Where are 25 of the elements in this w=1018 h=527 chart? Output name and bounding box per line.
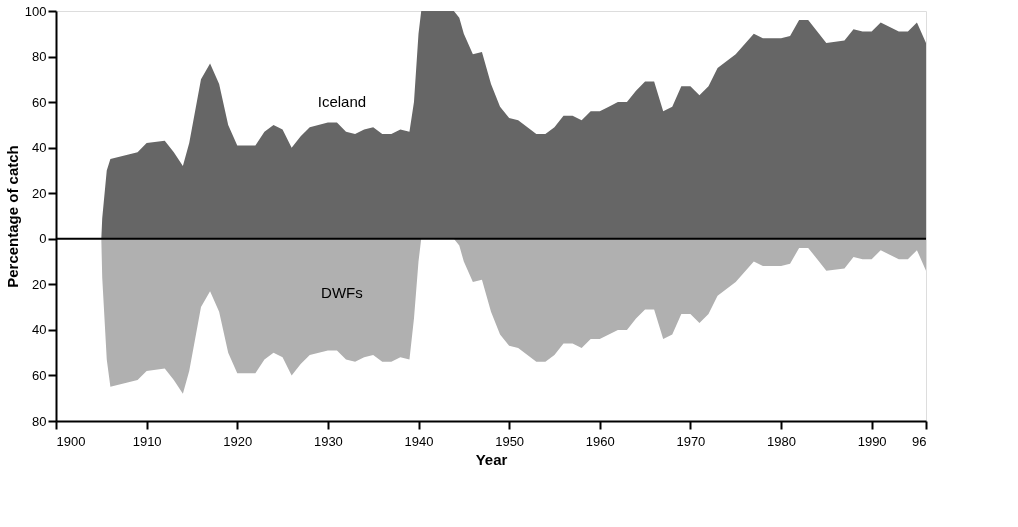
x-tick-label: 96 bbox=[912, 433, 927, 449]
x-tick-label: 1950 bbox=[495, 433, 525, 449]
x-axis-title: Year bbox=[475, 450, 508, 468]
x-tick-label: 1990 bbox=[857, 433, 887, 449]
x-tick-label: 1900 bbox=[56, 433, 86, 449]
series-label: Iceland bbox=[317, 93, 367, 111]
y-tick-label: 40 bbox=[32, 140, 47, 156]
y-tick-label: 60 bbox=[32, 94, 47, 110]
y-tick-label: 80 bbox=[32, 49, 47, 65]
x-tick-label: 1970 bbox=[676, 433, 706, 449]
y-tick-label: 20 bbox=[32, 276, 47, 292]
y-tick-label: 80 bbox=[32, 413, 47, 429]
x-tick-label: 1930 bbox=[313, 433, 343, 449]
y-tick-label: 20 bbox=[32, 185, 47, 201]
x-tick-label: 1940 bbox=[404, 433, 434, 449]
y-tick-label: 60 bbox=[32, 367, 47, 383]
series-label: DWFs bbox=[321, 283, 363, 301]
x-tick-label: 1980 bbox=[767, 433, 796, 449]
y-axis-title: Percentage of catch bbox=[3, 145, 21, 288]
y-tick-label: 40 bbox=[32, 322, 47, 338]
x-tick-label: 1910 bbox=[132, 433, 162, 449]
y-tick-label: 0 bbox=[39, 231, 47, 247]
x-tick-label: 1920 bbox=[223, 433, 253, 449]
x-tick-label: 1960 bbox=[585, 433, 615, 449]
y-tick-label: 100 bbox=[24, 3, 47, 19]
